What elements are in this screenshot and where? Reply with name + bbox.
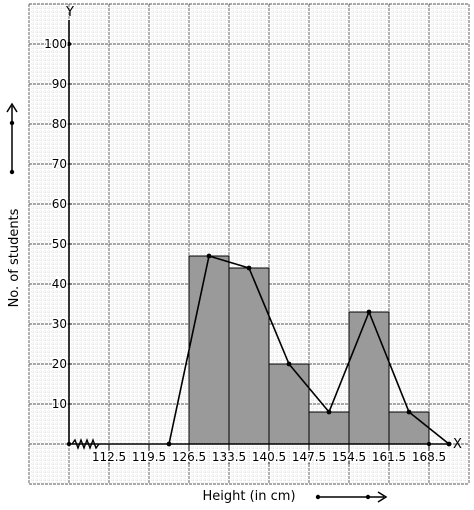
frequency-polygon-line: [168, 254, 450, 445]
y-tick-label: 20: [52, 357, 67, 371]
histogram-bars: [188, 255, 430, 445]
y-tick-label: 70: [52, 157, 67, 171]
x-axis-title: Height (in cm): [202, 489, 295, 504]
origin-point: [66, 441, 72, 447]
y-tick-label: 40: [52, 277, 67, 291]
histogram-bar: [268, 363, 310, 445]
frequency-polygon-point: [286, 361, 292, 367]
x-tick-label: 112.5: [92, 450, 126, 464]
y-axis-letter: Y: [65, 5, 74, 20]
frequency-polygon-point: [206, 253, 212, 259]
frequency-polygon-point: [246, 265, 252, 271]
x-tick-label: 140.5: [252, 450, 286, 464]
y-tick-label: 10: [52, 397, 67, 411]
y-tick-label: 100: [44, 37, 67, 51]
up-arrow-icon: [6, 102, 18, 175]
y-tick-label: 50: [52, 237, 67, 251]
x-tick-label: 168.5: [412, 450, 446, 464]
frequency-polygon-point: [166, 441, 172, 447]
x-tick-label: 126.5: [172, 450, 206, 464]
frequency-polygon-point: [446, 441, 452, 447]
tick-labels: 10 20 30 40 50 60 70 80 90 100 112.5 119.5 126.5 133.…: [43, 36, 448, 466]
histogram-bar: [188, 255, 230, 445]
frequency-polygon-point: [366, 309, 372, 315]
histogram-bar: [228, 267, 270, 445]
axis-break-zigzag: [71, 438, 100, 450]
histogram-bar: [388, 411, 430, 445]
histogram-bar: [308, 411, 350, 445]
y-tick-label: 60: [52, 197, 67, 211]
right-arrow-icon: [315, 491, 388, 503]
y-tick-label: 80: [52, 117, 67, 131]
frequency-polygon-point: [406, 409, 412, 415]
y-tick-label: 30: [52, 317, 67, 331]
frequency-polygon-point: [326, 409, 332, 415]
y-tick-label: 90: [52, 77, 67, 91]
y-axis-title: No. of students: [7, 208, 22, 307]
axes: [66, 20, 447, 450]
histogram-bar: [348, 311, 390, 445]
x-tick-label: 161.5: [372, 450, 406, 464]
frequency-polygon: [166, 253, 452, 447]
x-tick-label: 119.5: [132, 450, 166, 464]
x-tick-label: 147.5: [292, 450, 326, 464]
x-axis-letter: X: [453, 437, 462, 452]
x-tick-label: 154.5: [332, 450, 366, 464]
x-tick-label: 133.5: [212, 450, 246, 464]
